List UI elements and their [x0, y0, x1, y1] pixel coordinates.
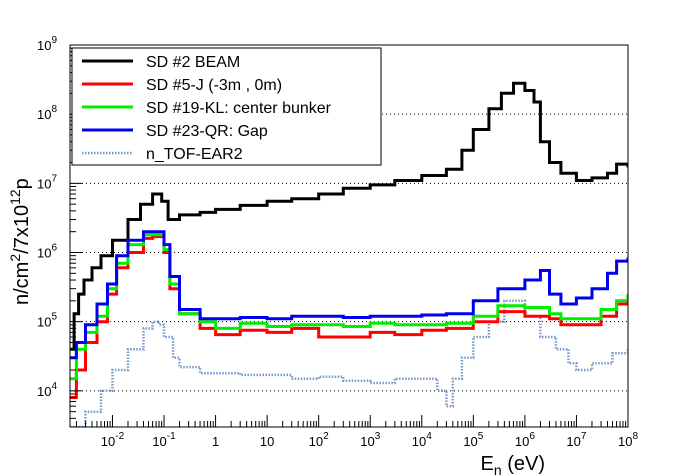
plot-frame: [69, 44, 629, 428]
y-tick-label-3: 107: [37, 173, 57, 191]
y-tick-label-1: 105: [37, 312, 57, 330]
x-tick-label-5: 103: [360, 431, 380, 449]
series-line-4: [70, 299, 628, 427]
x-tick-label-10: 108: [618, 431, 638, 449]
y-tick-label-0: 104: [37, 381, 57, 399]
x-tick-label-7: 105: [463, 431, 483, 449]
tick-labels: 10-2 10-1 1 10 102 103 104 105 106 107 108 104 105 10…: [37, 35, 638, 449]
x-tick-label-0: 10-2: [101, 431, 125, 449]
legend-label-3: SD #23-QR: Gap: [146, 123, 268, 140]
x-axis-title: En (eV): [481, 453, 545, 475]
x-tick-label-3: 10: [260, 434, 274, 449]
x-tick-label-1: 10-1: [152, 431, 176, 449]
legend-label-4: n_TOF-EAR2: [146, 146, 243, 163]
legend-label-1: SD #5-J (-3m , 0m): [146, 77, 282, 94]
y-tick-label-4: 108: [37, 104, 57, 122]
x-tick-label-9: 107: [566, 431, 586, 449]
x-tick-label-6: 104: [412, 431, 432, 449]
series-layer: [70, 81, 628, 427]
x-tick-label-4: 102: [309, 431, 329, 449]
y-tick-label-2: 106: [37, 243, 57, 261]
y-axis-title: n/cm2/7x1012p: [7, 178, 33, 305]
legend: SD #2 BEAM SD #5-J (-3m , 0m) SD #19-KL: c…: [71, 47, 382, 166]
x-tick-label-2: 1: [212, 434, 219, 449]
series-line-0: [70, 81, 628, 351]
legend-label-2: SD #19-KL: center bunker: [146, 100, 332, 117]
series-line-3: [70, 230, 628, 360]
x-tick-label-8: 106: [515, 431, 535, 449]
series-line-2: [70, 233, 628, 381]
legend-label-0: SD #2 BEAM: [146, 54, 240, 71]
y-tick-label-5: 109: [37, 35, 57, 53]
